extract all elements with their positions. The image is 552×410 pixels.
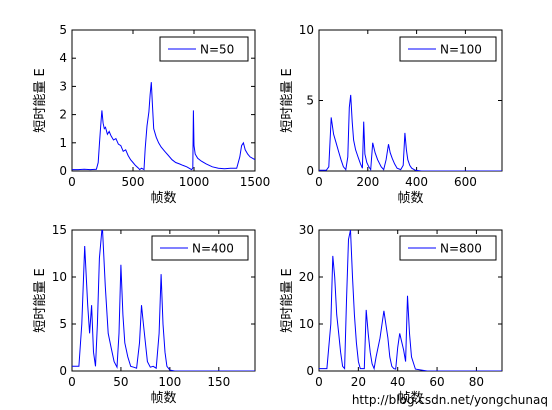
series-line-N=100 (319, 94, 502, 171)
y-tick-label: 3 (59, 79, 67, 93)
y-tick-label: 15 (52, 223, 67, 237)
y-tick-label: 2 (59, 108, 67, 122)
x-axis-label: 帧数 (397, 191, 423, 206)
x-tick-label: 400 (405, 175, 428, 189)
y-tick-label: 4 (59, 51, 67, 65)
series-line-N=400 (72, 230, 255, 371)
x-tick-label: 1500 (240, 175, 271, 189)
series-line-N=800 (319, 230, 502, 371)
subplot-3: 0 50 100 150 0 5 10 15 帧数 短时能量 E N=400 (33, 223, 256, 406)
legend-label: N=800 (440, 242, 482, 256)
y-tick-label: 10 (52, 270, 67, 284)
y-tick-label: 10 (299, 23, 314, 37)
legend-label: N=50 (200, 43, 234, 57)
x-tick-label: 200 (356, 175, 379, 189)
x-axis-label: 帧数 (150, 391, 176, 406)
x-tick-label: 50 (113, 375, 128, 389)
y-tick-label: 5 (59, 23, 67, 37)
x-tick-label: 20 (351, 375, 366, 389)
x-tick-label: 150 (207, 375, 230, 389)
x-axis-label: 帧数 (397, 391, 423, 406)
x-tick-label: 80 (469, 375, 484, 389)
subplot-4: 0 20 40 60 80 0 10 20 30 帧数 短时能量 E N=800 (280, 223, 503, 406)
legend-label: N=400 (192, 242, 234, 256)
y-axis-label: 短时能量 E (280, 68, 295, 132)
y-tick-label: 20 (299, 270, 314, 284)
y-axis-label: 短时能量 E (33, 268, 48, 332)
x-tick-label: 100 (158, 375, 181, 389)
y-tick-label: 0 (306, 164, 314, 178)
y-tick-label: 30 (299, 223, 314, 237)
x-tick-label: 0 (315, 175, 323, 189)
legend-label: N=100 (440, 43, 482, 57)
y-tick-label: 5 (59, 317, 67, 331)
y-tick-label: 0 (306, 364, 314, 378)
y-tick-label: 5 (306, 94, 314, 108)
subplot-2: 0 200 400 600 0 5 10 帧数 短时能量 E N=100 (280, 23, 503, 206)
y-tick-label: 1 (59, 136, 67, 150)
x-tick-label: 60 (429, 375, 444, 389)
x-tick-label: 1000 (179, 175, 210, 189)
y-axis-label: 短时能量 E (280, 268, 295, 332)
x-tick-label: 40 (390, 375, 405, 389)
x-tick-label: 600 (454, 175, 477, 189)
x-tick-label: 500 (122, 175, 145, 189)
y-tick-label: 10 (299, 317, 314, 331)
x-tick-label: 0 (68, 175, 76, 189)
x-tick-label: 0 (68, 375, 76, 389)
y-tick-label: 0 (59, 164, 67, 178)
watermark: http://blog.csdn.net/yongchunaq (352, 393, 548, 407)
y-tick-label: 0 (59, 364, 67, 378)
x-axis-label: 帧数 (150, 191, 176, 206)
x-tick-label: 0 (315, 375, 323, 389)
series-line-N=50 (72, 82, 255, 171)
y-axis-label: 短时能量 E (33, 68, 48, 132)
subplot-1: 0 500 1000 1500 0 1 2 3 4 5 帧数 短时能量 E N=50 (33, 23, 270, 206)
